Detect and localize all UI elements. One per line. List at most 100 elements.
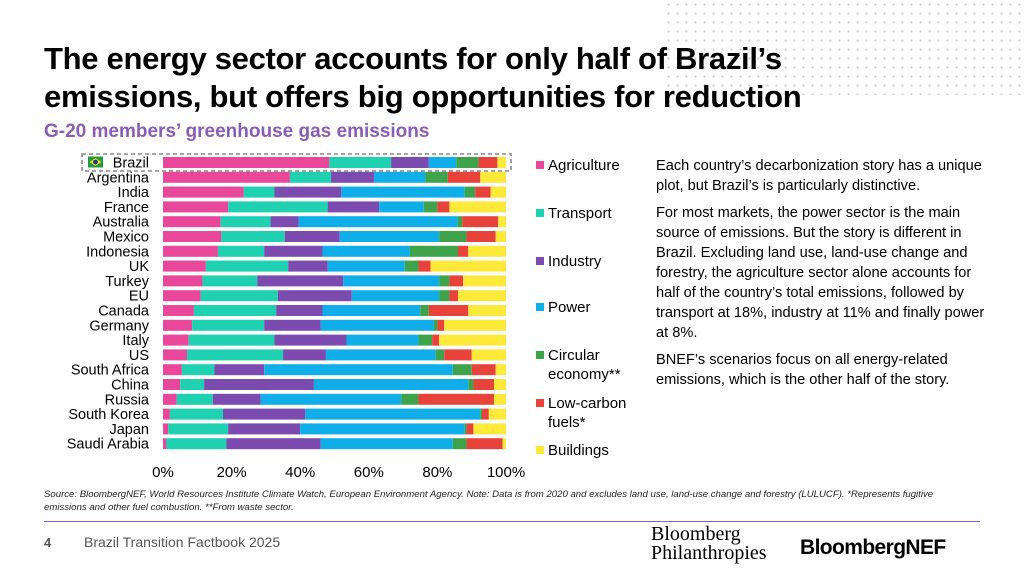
category-label-china: China bbox=[111, 378, 150, 394]
bar-mexico-low-carbon-fuels bbox=[466, 231, 496, 242]
bar-south-africa-low-carbon-fuels bbox=[471, 364, 496, 376]
bar-japan-buildings bbox=[473, 423, 506, 435]
x-tick-label-2: 40% bbox=[285, 464, 315, 481]
bar-canada-industry bbox=[276, 305, 323, 316]
bar-turkey-low-carbon-fuels bbox=[449, 275, 464, 287]
legend-label-industry: Industry bbox=[548, 253, 602, 270]
bar-turkey-circular-economy bbox=[439, 275, 450, 287]
bar-russia-circular-economy bbox=[401, 393, 419, 405]
legend-label-buildings: Buildings bbox=[548, 442, 609, 459]
bar-indonesia-low-carbon-fuels bbox=[457, 245, 469, 257]
bar-canada-circular-economy bbox=[420, 305, 429, 316]
bar-france-power bbox=[379, 201, 424, 213]
bar-italy-power bbox=[346, 334, 419, 346]
bar-russia-power bbox=[260, 393, 402, 405]
bar-uk-circular-economy bbox=[404, 260, 419, 272]
bar-uk-power bbox=[327, 260, 405, 272]
bar-argentina-low-carbon-fuels bbox=[447, 171, 481, 183]
bar-eu-power bbox=[351, 290, 440, 302]
bar-turkey-buildings bbox=[463, 275, 506, 287]
source-note: Source: BloombergNEF, World Resources In… bbox=[44, 489, 934, 513]
bar-mexico-transport bbox=[221, 231, 285, 242]
bar-canada-agriculture bbox=[163, 305, 194, 316]
category-label-japan: Japan bbox=[109, 422, 149, 438]
legend-label-agriculture: Agriculture bbox=[548, 157, 620, 174]
legend-swatch-industry bbox=[536, 257, 544, 265]
commentary-text: Each country’s decarbonization story has… bbox=[656, 156, 986, 397]
bar-japan-low-carbon-fuels bbox=[466, 423, 474, 435]
bar-south-africa-circular-economy bbox=[452, 364, 472, 376]
bar-saudi-arabia-industry bbox=[226, 438, 321, 450]
bar-china-circular-economy bbox=[468, 379, 474, 390]
bar-brazil-low-carbon-fuels bbox=[478, 157, 498, 168]
x-tick-label-3: 60% bbox=[354, 464, 384, 481]
bar-germany-circular-economy bbox=[433, 319, 438, 331]
bar-japan-industry bbox=[228, 423, 301, 435]
category-label-us: US bbox=[129, 348, 149, 364]
footer-document-title: Brazil Transition Factbook 2025 bbox=[84, 534, 281, 550]
bar-brazil-power bbox=[428, 157, 457, 168]
bar-eu-industry bbox=[277, 290, 352, 302]
highlight-box-brazil bbox=[81, 153, 512, 172]
bar-germany-industry bbox=[264, 319, 321, 331]
bar-mexico-industry bbox=[284, 231, 340, 242]
bar-india-industry bbox=[274, 186, 342, 198]
bar-australia-industry bbox=[270, 216, 299, 228]
commentary-paragraph-3: BNEF’s scenarios focus on all energy-rel… bbox=[656, 352, 950, 388]
legend-swatch-buildings bbox=[536, 446, 544, 454]
legend-label-transport: Transport bbox=[548, 205, 612, 222]
bar-canada-buildings bbox=[468, 305, 506, 316]
bar-argentina-transport bbox=[289, 171, 332, 183]
bar-saudi-arabia-agriculture bbox=[163, 438, 167, 450]
bar-russia-low-carbon-fuels bbox=[418, 393, 494, 405]
bar-argentina-buildings bbox=[480, 171, 506, 183]
x-tick-label-1: 20% bbox=[217, 464, 247, 481]
bar-india-buildings bbox=[490, 186, 506, 198]
bar-china-low-carbon-fuels bbox=[473, 379, 494, 390]
bar-indonesia-power bbox=[322, 245, 410, 257]
bar-mexico-buildings bbox=[495, 231, 506, 242]
title-line-2: emissions, but offers big opportunities … bbox=[44, 79, 802, 114]
bar-south-korea-low-carbon-fuels bbox=[481, 408, 489, 420]
bar-china-buildings bbox=[493, 379, 506, 390]
bar-india-circular-economy bbox=[464, 186, 476, 198]
bloomberg-philanthropies-logo: Bloomberg Philanthropies bbox=[651, 523, 781, 563]
bar-germany-transport bbox=[192, 319, 265, 331]
bar-south-africa-buildings bbox=[495, 364, 506, 376]
bar-china-transport bbox=[180, 379, 205, 390]
bar-uk-agriculture bbox=[163, 260, 206, 272]
bar-eu-circular-economy bbox=[439, 290, 450, 302]
bar-uk-buildings bbox=[430, 260, 506, 272]
category-label-south-korea: South Korea bbox=[68, 407, 150, 423]
bloombergnef-logo: BloombergNEF bbox=[800, 536, 946, 559]
bar-australia-low-carbon-fuels bbox=[462, 216, 499, 228]
bar-australia-circular-economy bbox=[457, 216, 463, 228]
bar-south-africa-agriculture bbox=[163, 364, 182, 376]
bar-australia-buildings bbox=[498, 216, 506, 228]
legend-swatch-power bbox=[536, 303, 544, 311]
bar-brazil-transport bbox=[329, 157, 392, 168]
title-line-1: The energy sector accounts for only half… bbox=[44, 41, 782, 76]
legend-label-circular-economy: Circular economy** bbox=[548, 347, 621, 383]
bar-eu-agriculture bbox=[163, 290, 201, 302]
legend-swatch-agriculture bbox=[536, 161, 544, 169]
bar-south-africa-transport bbox=[181, 364, 215, 376]
bar-australia-power bbox=[298, 216, 458, 228]
bar-south-korea-circular-economy bbox=[480, 408, 482, 420]
bar-brazil-circular-economy bbox=[456, 157, 479, 168]
bar-south-korea-buildings bbox=[488, 408, 506, 420]
bar-brazil-agriculture bbox=[163, 157, 330, 168]
bar-italy-buildings bbox=[439, 334, 506, 346]
bar-russia-transport bbox=[176, 393, 213, 405]
bar-turkey-power bbox=[343, 275, 440, 287]
category-label-indonesia: Indonesia bbox=[86, 244, 150, 260]
bar-italy-circular-economy bbox=[418, 334, 433, 346]
chart-subtitle: G-20 members’ greenhouse gas emissions bbox=[44, 121, 430, 142]
bar-argentina-industry bbox=[331, 171, 374, 183]
bar-saudi-arabia-power bbox=[320, 438, 453, 450]
decorative-dot-pattern bbox=[664, 0, 1024, 95]
logo-line-1: Bloomberg bbox=[651, 523, 741, 545]
bar-germany-power bbox=[320, 319, 434, 331]
bar-south-korea-agriculture bbox=[163, 408, 170, 420]
